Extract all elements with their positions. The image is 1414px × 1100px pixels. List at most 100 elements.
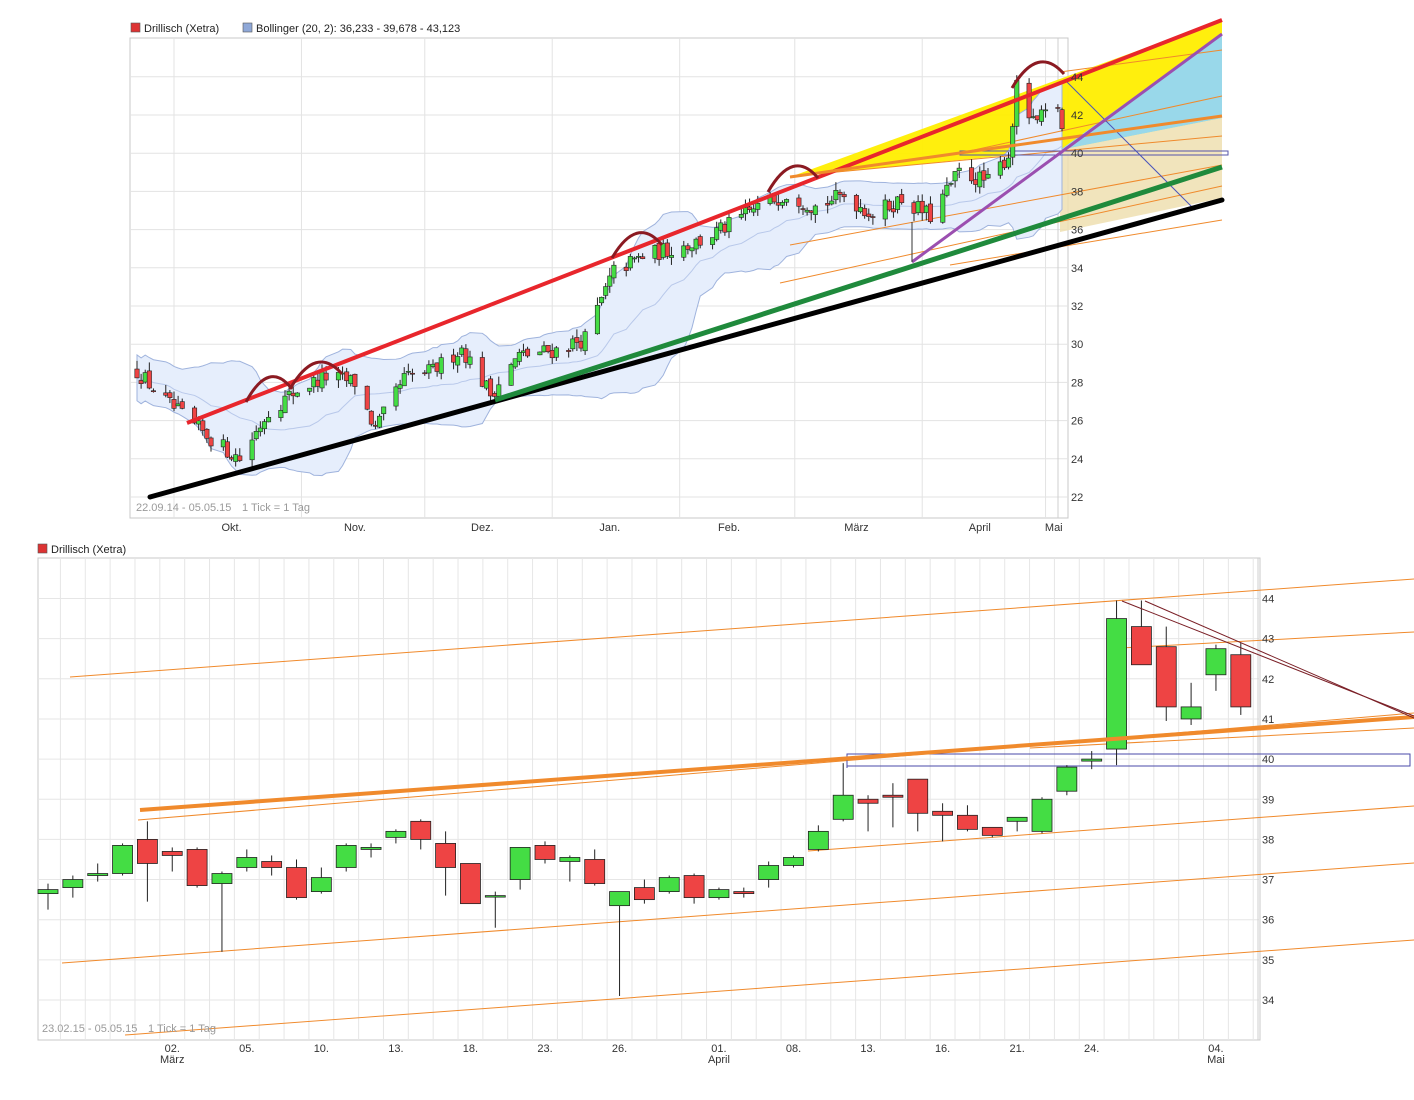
top-candle-body-57	[459, 347, 465, 355]
bottom-candle-body-15	[410, 820, 432, 840]
top-blue-diagonal	[1064, 79, 1196, 211]
top-candle-body-95	[681, 245, 687, 258]
top-candle-body-107	[747, 206, 753, 210]
bottom-x-month-7: April	[708, 1054, 730, 1066]
top-candle-body-44	[381, 406, 387, 415]
top-candle-body-32	[315, 379, 321, 387]
top-candle-body-77	[574, 337, 580, 343]
top-purple-line	[911, 32, 1223, 264]
top-x-ticks: Okt. Nov. Dez. Jan. Feb. März April Mai	[221, 522, 1062, 534]
top-candle-body-53	[434, 362, 440, 372]
top-y-tick-30: 30	[1071, 339, 1083, 351]
bottom-x-tick-4: 18.	[463, 1043, 478, 1055]
bollinger-middle	[136, 145, 1063, 431]
top-candle-body-42	[372, 424, 378, 427]
bottom-x-tick-7: 01.	[711, 1043, 726, 1055]
bottom-candle-body-40	[1031, 798, 1053, 832]
top-candle-body-64	[496, 384, 502, 397]
top-y-tick-34: 34	[1071, 263, 1083, 275]
bottom-candle-body-45	[1155, 646, 1177, 708]
top-y-tick-28: 28	[1071, 377, 1083, 389]
top-candle-body-27	[286, 390, 292, 396]
top-candle-body-123	[837, 191, 843, 195]
top-candle-body-61	[483, 380, 489, 389]
top-candle-body-93	[664, 242, 670, 257]
top-candle-body-3	[146, 370, 152, 389]
bottom-annotations-front	[139, 600, 1414, 812]
bottom-candle-body-39	[1006, 816, 1028, 822]
bottom-x-tick-12: 24.	[1084, 1043, 1099, 1055]
top-top-arc-0	[244, 375, 294, 403]
top-candle-body-80	[594, 304, 600, 335]
top-candle-body-138	[923, 205, 929, 213]
bottom-candle-body-25	[658, 877, 680, 892]
bottom-candle-body-42	[1081, 758, 1103, 762]
top-candle-body-8	[175, 403, 181, 407]
top-candle-body-133	[895, 196, 901, 210]
bottom-candle-body-6	[186, 849, 208, 886]
bottom-chart: 34 35 36 37 38 39 40 41 42 43 44 02.März 05. 10. 13. 1…	[37, 543, 1414, 1066]
bottom-candles	[37, 600, 1252, 996]
top-candle-body-160	[1055, 107, 1061, 109]
top-candle-body-14	[208, 437, 214, 447]
bollinger-band	[136, 81, 1063, 477]
bottom-tick-label: 1 Tick = 1 Tag	[148, 1023, 216, 1035]
bottom-candle-body-13	[360, 847, 382, 850]
top-candle-body-16	[224, 441, 230, 458]
bottom-candle-body-19	[509, 847, 531, 880]
top-candle-body-10	[192, 407, 198, 424]
bottom-x-tick-1: 05.	[239, 1043, 254, 1055]
top-orange-thin-1	[789, 164, 1223, 246]
top-top-arc-2	[610, 231, 664, 259]
top-candle-body-84	[611, 264, 617, 279]
top-candle-body-26	[282, 395, 288, 414]
top-candle-body-109	[755, 202, 761, 210]
top-candle-body-97	[689, 247, 695, 252]
bottom-y-tick-35: 35	[1262, 955, 1274, 967]
top-range-label: 22.09.14 - 05.05.15	[136, 502, 231, 514]
top-candle-body-134	[899, 194, 905, 203]
top-candle-body-11	[196, 420, 202, 425]
top-candle-body-62	[488, 378, 494, 397]
top-candle-body-128	[866, 213, 872, 217]
bottom-candle-body-16	[435, 843, 457, 868]
bottom-candle-body-41	[1056, 766, 1078, 792]
top-candle-body-28	[290, 392, 296, 397]
bottom-candle-body-11	[310, 877, 332, 892]
top-candle-body-92	[660, 243, 666, 258]
top-candle-body-136	[915, 201, 921, 213]
bottom-y-tick-42: 42	[1262, 674, 1274, 686]
top-candle-body-124	[841, 194, 847, 198]
top-candle-body-147	[977, 171, 983, 188]
top-candle-body-125	[853, 195, 859, 212]
bottom-candle-body-29	[758, 865, 780, 880]
bottom-x-tick-3: 13.	[388, 1043, 403, 1055]
top-candle-body-94	[668, 255, 674, 258]
bottom-y-tick-34: 34	[1262, 995, 1274, 1007]
bottom-x-tick-2: 10.	[314, 1043, 329, 1055]
top-candle-body-40	[364, 385, 370, 410]
top-y-ticks: 22 24 26 28 30 32 34 36 38 40 42 44	[1071, 72, 1083, 504]
bottom-candle-body-22	[584, 859, 606, 884]
top-candle-body-130	[882, 199, 888, 220]
top-x-tick-7: Mai	[1045, 522, 1063, 534]
top-candle-body-48	[405, 370, 411, 373]
top-candle-body-105	[738, 214, 744, 218]
top-candle-body-135	[911, 202, 917, 214]
top-x-tick-2: Dez.	[471, 522, 494, 534]
top-candle-body-7	[171, 399, 177, 409]
top-candle-body-15	[220, 439, 226, 448]
top-y-tick-36: 36	[1071, 225, 1083, 237]
top-candle-body-82	[603, 286, 609, 296]
bottom-x-ticks: 02.März 05. 10. 13. 18. 23. 26. 01.April 08. 13. 1…	[160, 1043, 1225, 1066]
top-candle-body-144	[956, 167, 962, 171]
bottom-orange-thin-3	[807, 805, 1414, 852]
top-candle-body-52	[430, 363, 436, 367]
top-candle-body-116	[800, 208, 806, 210]
top-candle-body-20	[249, 439, 255, 461]
bottom-candle-body-1	[62, 879, 84, 888]
bottom-y-tick-39: 39	[1262, 794, 1274, 806]
bottom-candle-body-23	[609, 891, 630, 907]
top-chart: 22 24 26 28 30 32 34 36 38 40 42 44 Okt. Nov. Dez. Jan…	[129, 18, 1229, 534]
top-candle-body-83	[607, 275, 613, 287]
